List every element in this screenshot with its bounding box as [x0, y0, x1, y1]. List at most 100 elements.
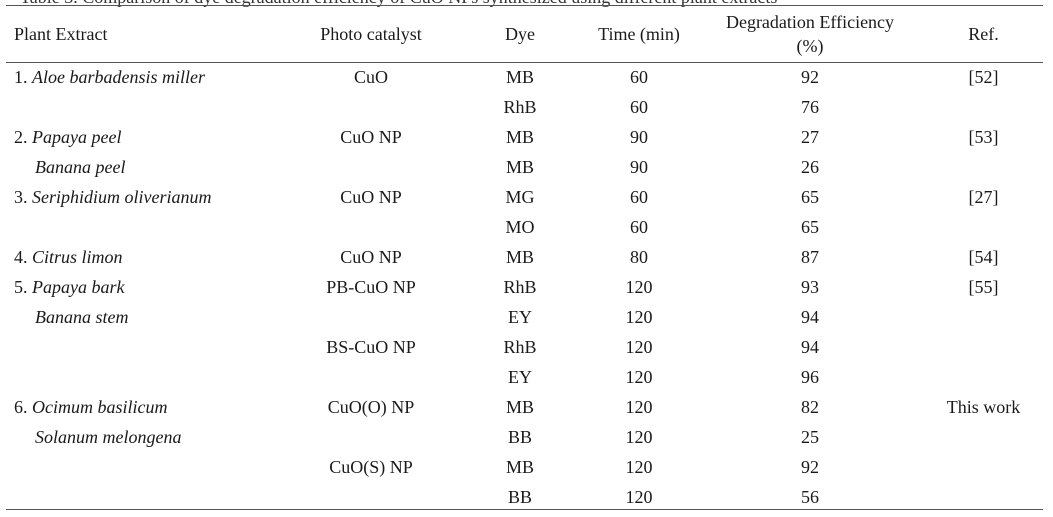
table-caption: Table 3. Comparison of dye degradation e… [20, 0, 777, 8]
table-row: 6. Ocimum basilicum CuO(O) NP MB 120 82 This … [6, 392, 1051, 422]
cell-plant-extract: Banana peel [6, 152, 276, 182]
cell-dye: MO [505, 217, 535, 237]
cell-ref [916, 152, 1051, 182]
cell-ref [916, 92, 1051, 122]
cell-time: 60 [630, 97, 648, 117]
cell-photo-catalyst [276, 92, 466, 122]
cell-plant-extract [6, 452, 276, 482]
cell-photo-catalyst: CuO NP [340, 247, 402, 267]
cell-efficiency: 93 [801, 277, 819, 297]
cell-ref: [27] [968, 187, 999, 207]
cell-ref [916, 212, 1051, 242]
plant-number: 6. [14, 397, 32, 417]
cell-time: 120 [625, 457, 653, 477]
cell-time: 120 [625, 487, 653, 507]
cell-time: 120 [625, 337, 653, 357]
cell-ref [916, 422, 1051, 452]
cell-time: 120 [625, 427, 653, 447]
plant-name: Papaya peel [32, 127, 122, 147]
cell-time: 90 [630, 157, 648, 177]
cell-dye: EY [508, 367, 532, 387]
cell-dye: RhB [503, 337, 537, 357]
plant-number: 1. [14, 67, 32, 87]
cell-photo-catalyst: BS-CuO NP [326, 337, 416, 357]
table-body: 1. Aloe barbadensis miller CuO MB 60 92 [52] R… [6, 62, 1051, 512]
cell-plant-extract: Solanum melongena [6, 422, 276, 452]
cell-efficiency: 65 [801, 217, 819, 237]
header-degradation-efficiency: Degradation Efficiency (%) [704, 6, 916, 62]
cell-dye: MB [505, 397, 534, 417]
cell-photo-catalyst [276, 212, 466, 242]
header-row: Plant Extract Photo catalyst Dye Time (m… [6, 6, 1051, 62]
cell-efficiency: 92 [801, 67, 819, 87]
cell-photo-catalyst [276, 362, 466, 392]
bottom-rule [6, 509, 1043, 510]
cell-plant-extract: 6. Ocimum basilicum [6, 392, 276, 422]
cell-dye: EY [508, 307, 532, 327]
cell-time: 120 [625, 307, 653, 327]
plant-number: 4. [14, 247, 32, 267]
cell-plant-extract: 4. Citrus limon [6, 242, 276, 272]
cell-efficiency: 87 [801, 247, 819, 267]
cell-ref: [53] [968, 127, 999, 147]
header-plant-extract: Plant Extract [14, 23, 108, 44]
table-row: Solanum melongena BB 120 25 [6, 422, 1051, 452]
table-row: Banana stem EY 120 94 [6, 302, 1051, 332]
table-row: 4. Citrus limon CuO NP MB 80 87 [54] [6, 242, 1051, 272]
cell-efficiency: 94 [801, 307, 819, 327]
cell-time: 60 [630, 67, 648, 87]
cell-dye: MB [505, 157, 534, 177]
cell-plant-extract [6, 332, 276, 362]
cell-plant-extract: 1. Aloe barbadensis miller [6, 62, 276, 92]
header-efficiency-line2: (%) [796, 36, 824, 56]
cell-plant-extract [6, 482, 276, 512]
cell-efficiency: 94 [801, 337, 819, 357]
cell-time: 120 [625, 397, 653, 417]
cell-photo-catalyst: PB-CuO NP [326, 277, 416, 297]
cell-photo-catalyst: CuO NP [340, 127, 402, 147]
cell-efficiency: 76 [801, 97, 819, 117]
cell-plant-extract: 2. Papaya peel [6, 122, 276, 152]
plant-name: Citrus limon [32, 247, 123, 267]
table-row: CuO(S) NP MB 120 92 [6, 452, 1051, 482]
table-row: RhB 60 76 [6, 92, 1051, 122]
cell-plant-extract [6, 92, 276, 122]
cell-dye: MB [505, 67, 534, 87]
cell-time: 80 [630, 247, 648, 267]
cell-dye: MB [505, 247, 534, 267]
cell-photo-catalyst [276, 422, 466, 452]
cell-ref: This work [946, 397, 1021, 417]
table-row: BB 120 56 [6, 482, 1051, 512]
cell-dye: BB [507, 487, 532, 507]
cell-photo-catalyst: CuO(S) NP [329, 457, 413, 477]
plant-number: 5. [14, 277, 32, 297]
cell-photo-catalyst: CuO(O) NP [327, 397, 415, 417]
cell-efficiency: 25 [801, 427, 819, 447]
plant-name: Banana stem [35, 307, 129, 327]
cell-dye: MB [505, 457, 534, 477]
plant-name: Ocimum basilicum [32, 397, 168, 417]
cell-dye: MG [505, 187, 535, 207]
cell-plant-extract: 5. Papaya bark [6, 272, 276, 302]
cell-time: 60 [630, 217, 648, 237]
header-time: Time (min) [598, 23, 680, 44]
cell-efficiency: 26 [801, 157, 819, 177]
plant-name: Aloe barbadensis miller [32, 67, 205, 87]
table-row: MO 60 65 [6, 212, 1051, 242]
cell-photo-catalyst: CuO NP [340, 187, 402, 207]
cell-ref [916, 362, 1051, 392]
cell-photo-catalyst [276, 482, 466, 512]
cell-ref [916, 452, 1051, 482]
cell-plant-extract [6, 212, 276, 242]
cell-time: 120 [625, 277, 653, 297]
table-row: Banana peel MB 90 26 [6, 152, 1051, 182]
cell-efficiency: 82 [801, 397, 819, 417]
cell-dye: RhB [503, 97, 537, 117]
cell-dye: MB [505, 127, 534, 147]
plant-number: 2. [14, 127, 32, 147]
cell-efficiency: 65 [801, 187, 819, 207]
cell-ref [916, 302, 1051, 332]
comparison-table: Plant Extract Photo catalyst Dye Time (m… [6, 6, 1051, 512]
cell-time: 90 [630, 127, 648, 147]
